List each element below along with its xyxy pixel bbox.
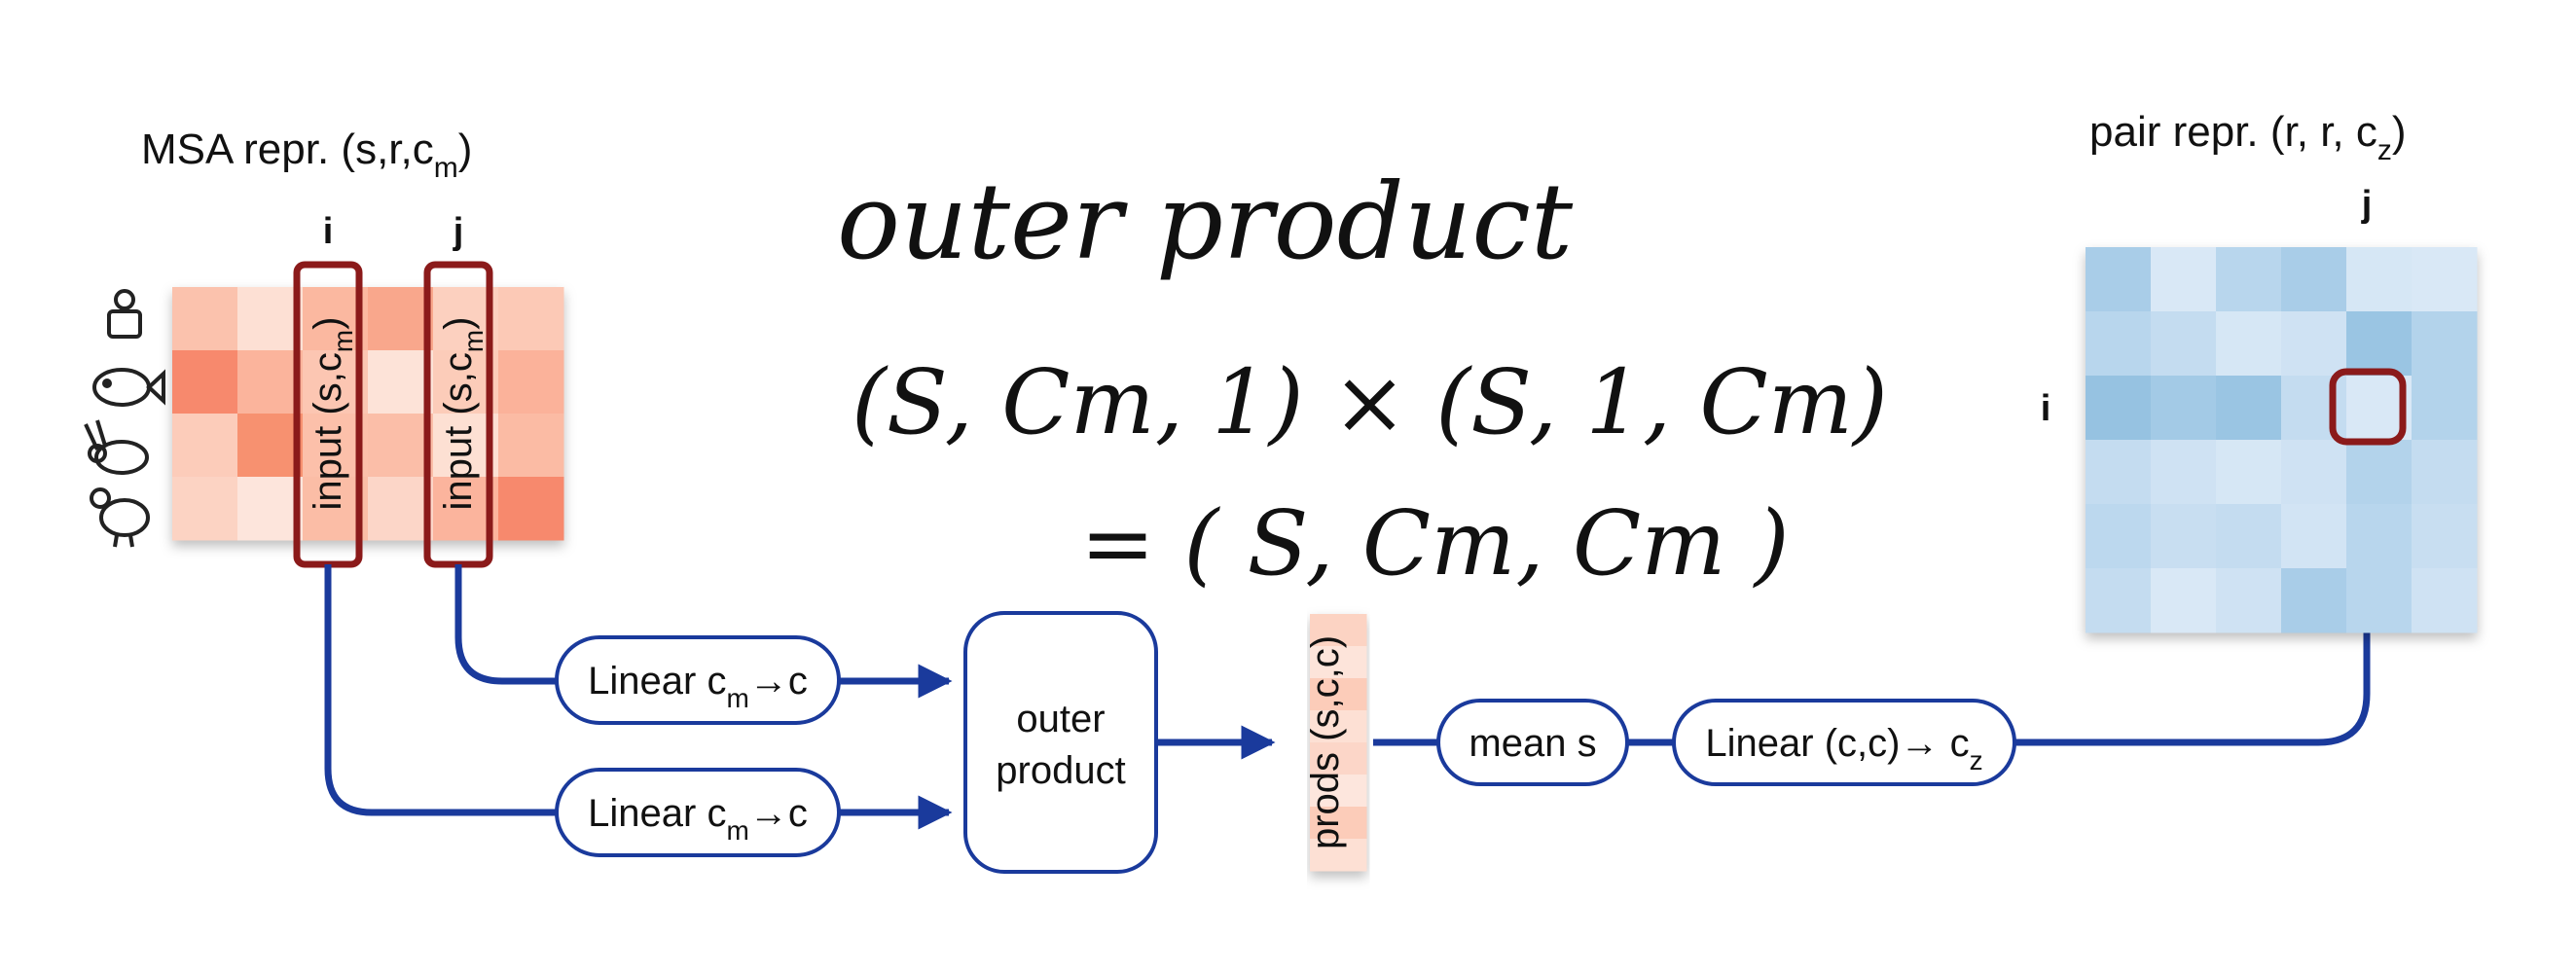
msa-heatmap-cell: [498, 477, 564, 541]
pair-heatmap-cell: [2086, 568, 2152, 633]
fish-icon: [92, 368, 165, 407]
pair-cell-highlight: [2329, 368, 2407, 446]
pair-heatmap-cell: [2281, 376, 2347, 441]
msa-col-j-label: j: [453, 211, 464, 252]
prods-strip-cell: [1310, 646, 1367, 679]
linear-box-i-label: Linear cm→c: [588, 792, 808, 846]
msa-heatmap-cell: [498, 350, 564, 414]
pair-heatmap-cell: [2086, 247, 2152, 312]
pair-heatmap-cell: [2086, 311, 2152, 377]
rabbit-icon: [84, 419, 149, 475]
pair-heatmap-cell: [2281, 504, 2347, 569]
pair-heatmap-cell: [2412, 311, 2478, 377]
pair-title: pair repr. (r, r, cz): [2089, 108, 2407, 166]
msa-heatmap-cell: [237, 477, 304, 541]
connector-j-to-linear: [454, 564, 557, 685]
handwritten-shapes: (S, Cm, 1) × (S, 1, Cm): [852, 350, 1888, 454]
outer-product-line1: outer: [1016, 698, 1105, 740]
pair-heatmap-cell: [2151, 311, 2217, 377]
pair-heatmap-cell: [2281, 568, 2347, 633]
pair-heatmap-cell: [2346, 311, 2413, 377]
linear-box-j-label: Linear cm→c: [588, 660, 808, 713]
pair-heatmap-cell: [2216, 440, 2282, 505]
msa-heatmap-cell: [172, 350, 238, 414]
pair-heatmap-cell: [2412, 376, 2478, 441]
outer-product-box: [963, 611, 1158, 874]
pair-heatmap-cell: [2216, 568, 2282, 633]
pair-heatmap-cell: [2281, 311, 2347, 377]
prods-strip-cell: [1310, 710, 1367, 743]
pair-heatmap-cell: [2086, 504, 2152, 569]
chicken-icon: [90, 487, 150, 548]
msa-title: MSA repr. (s,r,cm): [141, 126, 472, 184]
connector-i-to-linear: [324, 564, 557, 816]
handwritten-title: outer product: [837, 162, 1574, 283]
pair-heatmap-cell: [2346, 440, 2413, 505]
prods-label: prods (s,c,c): [1304, 635, 1347, 849]
prods-strip-cell: [1310, 614, 1367, 647]
prods-strip-cell: [1310, 807, 1367, 840]
linear-box-i: [555, 768, 841, 857]
linear-box-j: [555, 635, 841, 725]
prods-strip-cell: [1310, 839, 1367, 872]
arrow-linear-to-pair: [2014, 453, 2384, 746]
prods-strip-cell: [1310, 678, 1367, 711]
msa-heatmap-cell: [498, 414, 564, 478]
pair-heatmap-cell: [2412, 568, 2478, 633]
msa-heatmap: [172, 287, 564, 541]
input-j-label: input (s,cm): [437, 317, 489, 511]
msa-heatmap-cell: [172, 287, 238, 351]
linear-cz-box: [1672, 699, 2016, 786]
msa-col-i-label: i: [323, 211, 334, 252]
pair-heatmap-cell: [2216, 504, 2282, 569]
pair-heatmap-cell: [2346, 504, 2413, 569]
msa-heatmap-cell: [172, 414, 238, 478]
prods-strip: [1310, 614, 1367, 872]
pair-heatmap-cell: [2281, 247, 2347, 312]
pair-heatmap-cell: [2216, 311, 2282, 377]
mean-s-label: mean s: [1469, 722, 1596, 765]
pair-heatmap-cell: [2346, 247, 2413, 312]
pair-heatmap-cell: [2151, 568, 2217, 633]
handwritten-result: = ( S, Cm, Cm ): [1080, 491, 1790, 595]
pair-heatmap-cell: [2151, 247, 2217, 312]
pair-heatmap-cell: [2216, 247, 2282, 312]
person-icon: [107, 289, 142, 339]
msa-heatmap-cell: [237, 414, 304, 478]
pair-heatmap-cell: [2086, 376, 2152, 441]
msa-heatmap-cell: [237, 350, 304, 414]
pair-row-i-label: i: [2041, 388, 2051, 429]
msa-heatmap-cell: [368, 414, 434, 478]
msa-heatmap-cell: [237, 287, 304, 351]
pair-heatmap-cell: [2151, 440, 2217, 505]
mean-s-box: [1436, 699, 1629, 786]
pair-heatmap-cell: [2346, 568, 2413, 633]
prods-strip-cell: [1310, 775, 1367, 808]
input-i-label: input (s,cm): [307, 317, 358, 511]
pair-heatmap-cell: [2412, 504, 2478, 569]
msa-heatmap-cell: [172, 477, 238, 541]
pair-heatmap-cell: [2412, 247, 2478, 312]
prods-strip-cell: [1310, 742, 1367, 775]
msa-heatmap-cell: [368, 350, 434, 414]
pair-heatmap-cell: [2151, 376, 2217, 441]
outer-product-line2: product: [996, 749, 1125, 792]
pair-heatmap-cell: [2412, 440, 2478, 505]
pair-heatmap-cell: [2216, 376, 2282, 441]
pair-heatmap-cell: [2281, 440, 2347, 505]
pair-heatmap-cell: [2151, 504, 2217, 569]
msa-heatmap-cell: [498, 287, 564, 351]
msa-heatmap-cell: [368, 287, 434, 351]
linear-cz-label: Linear (c,c)→ cz: [1705, 722, 1982, 775]
pair-heatmap: [2086, 247, 2478, 633]
msa-heatmap-cell: [368, 477, 434, 541]
pair-heatmap-cell: [2086, 440, 2152, 505]
pair-col-j-label: j: [2361, 184, 2373, 225]
